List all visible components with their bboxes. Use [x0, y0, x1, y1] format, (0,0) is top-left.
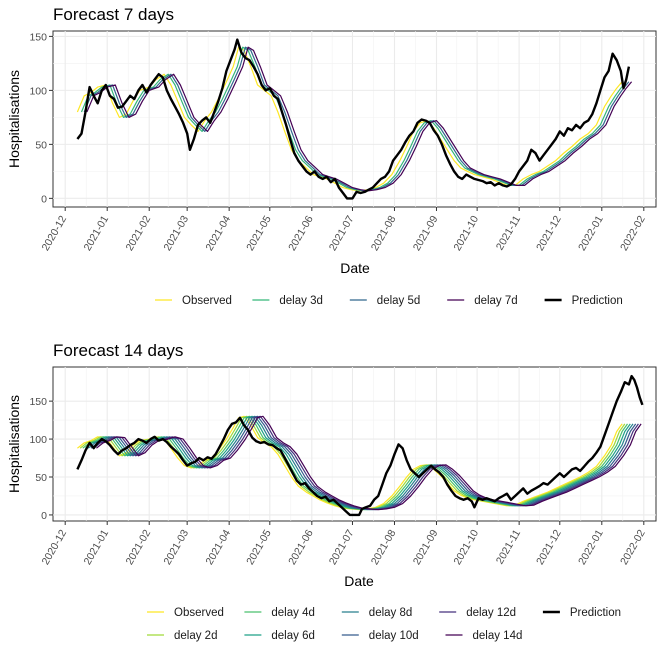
x-tick-label: 2021-11 [494, 527, 523, 566]
x-tick-label: 2021-09 [411, 213, 441, 253]
legend-label-delay-7d: delay 7d [474, 295, 517, 307]
series-delay-6d-line [85, 415, 631, 511]
series-delay-8d-line [87, 415, 634, 511]
x-tick-label: 2021-01 [82, 213, 112, 253]
series-14days [76, 374, 644, 517]
x-tick-label: 2021-12 [534, 213, 564, 253]
x-tick-label: 2022-01 [576, 527, 606, 567]
y-tick-label: 100 [29, 85, 47, 97]
series-delay-14d-line [96, 415, 642, 511]
x-tick-label: 2021-08 [369, 527, 399, 567]
x-axis-title-14days: Date [344, 573, 374, 589]
x-tick-label: 2021-09 [411, 527, 441, 567]
plot-panel-7days [52, 30, 657, 208]
x-tick-label: 2021-06 [286, 527, 316, 567]
y-tick-label: 50 [35, 139, 47, 151]
series-delay-10d-line [90, 415, 637, 511]
x-axis-title-7days: Date [340, 260, 370, 276]
x-tick-label: 2022-02 [618, 213, 648, 253]
x-tick-label: 2021-03 [161, 213, 191, 253]
series-7days [76, 38, 633, 200]
x-tick-label: 2021-04 [203, 213, 233, 253]
x-tick-label: 2021-02 [124, 527, 154, 567]
series-delay-7d-line [86, 46, 633, 192]
legend-label-delay-12d: delay 12d [466, 607, 516, 619]
x-tick-label: 2022-02 [618, 527, 648, 567]
series-delay-3d-line [80, 46, 627, 192]
x-tick-label: 2021-10 [451, 527, 481, 567]
x-tick-label: 2021-05 [244, 527, 274, 567]
legend-label-observed: Observed [174, 607, 224, 619]
series-prediction-line [76, 38, 631, 200]
x-tick-label: 2021-02 [124, 213, 154, 253]
x-tick-label: 2020-12 [40, 213, 70, 253]
x-tick-label: 2021-04 [203, 527, 233, 567]
x-tick-label: 2021-08 [369, 213, 399, 253]
x-tick-label: 2021-03 [161, 527, 191, 567]
chart-title-7days: Forecast 7 days [53, 5, 174, 24]
legend-label-prediction: Prediction [570, 607, 621, 619]
y-tick-label: 0 [41, 510, 47, 522]
x-tick-label: 2021-01 [82, 527, 112, 567]
x-tick-label: 2021-11 [494, 213, 523, 252]
legend-label-delay-8d: delay 8d [369, 607, 412, 619]
x-tick-label: 2021-06 [286, 213, 316, 253]
series-delay-12d-line [93, 415, 639, 511]
chart-title-14days: Forecast 14 days [53, 341, 183, 360]
legend-14days: Observed delay 4d delay 8d delay 12d Predict… [147, 607, 621, 642]
legend-label-delay-5d: delay 5d [377, 295, 420, 307]
y-tick-label: 100 [29, 434, 47, 446]
legend-label-delay-4d: delay 4d [271, 607, 314, 619]
legend-label-prediction: Prediction [572, 295, 623, 307]
y-tick-label: 150 [29, 31, 47, 43]
y-axis-title-7days: Hospitalisations [6, 70, 22, 168]
series-delay-4d-line [82, 415, 628, 511]
x-tick-label: 2021-10 [451, 213, 481, 253]
legend-label-delay-3d: delay 3d [279, 295, 322, 307]
grid-7days [53, 31, 656, 207]
x-tick-label: 2020-12 [40, 527, 70, 567]
legend-label-delay-2d: delay 2d [174, 630, 217, 642]
series-prediction-line [76, 374, 644, 517]
legend-7days: Observed delay 3d delay 5d delay 7d Predicti… [155, 295, 623, 307]
y-tick-label: 50 [35, 472, 47, 484]
y-tick-label: 150 [29, 396, 47, 408]
y-tick-label: 0 [41, 193, 47, 205]
x-tick-label: 2021-07 [327, 527, 357, 567]
legend-label-delay-14d: delay 14d [473, 630, 523, 642]
series-delay-5d-line [83, 46, 630, 192]
x-tick-label: 2021-05 [244, 213, 274, 253]
y-axis-title-14days: Hospitalisations [6, 395, 22, 493]
legend-label-observed: Observed [182, 295, 232, 307]
x-tick-label: 2022-01 [576, 213, 606, 253]
legend-label-delay-10d: delay 10d [369, 630, 419, 642]
legend-label-delay-6d: delay 6d [271, 630, 314, 642]
x-tick-label: 2021-12 [534, 527, 564, 567]
x-tick-label: 2021-07 [327, 213, 357, 253]
